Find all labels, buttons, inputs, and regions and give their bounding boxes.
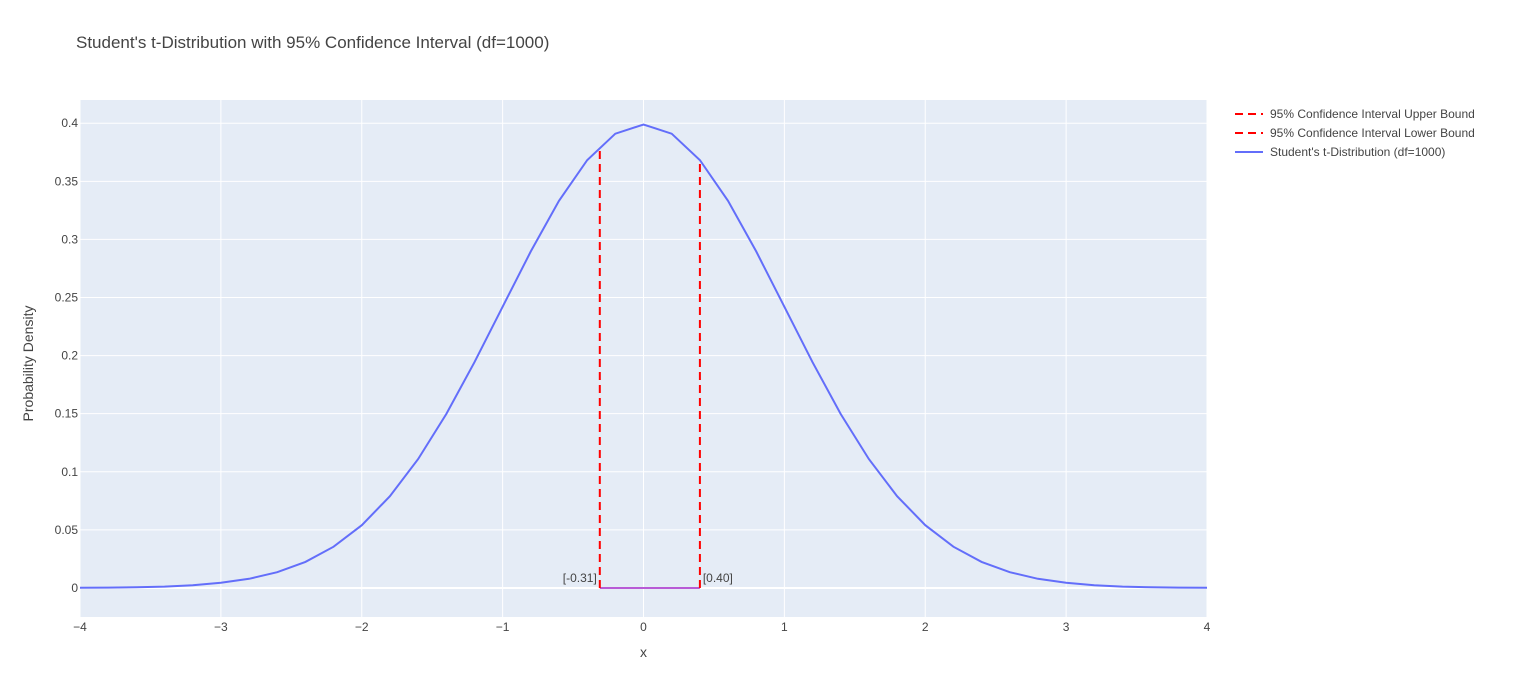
x-tick-label: −2 [355,620,369,634]
tick-labels: −4 −3 −2 −1 0 1 2 3 4 0 0.05 0.1 0.15 0.2 0.25 0.3 0.35 0… [55,116,1211,634]
y-tick-label: 0.35 [55,174,79,188]
legend-item-label: 95% Confidence Interval Lower Bound [1270,126,1475,140]
t-distribution-curve [79,123,1208,589]
legend-item-label: Student's t-Distribution (df=1000) [1270,145,1445,159]
y-tick-label: 0.05 [55,523,79,537]
y-tick-label: 0.3 [61,232,78,246]
x-tick-label: 2 [922,620,929,634]
y-tick-label: 0.4 [61,116,78,130]
gridlines [79,100,1208,617]
y-tick-label: 0 [71,581,78,595]
x-axis-title: x [640,644,647,660]
x-tick-label: −3 [214,620,228,634]
legend[interactable]: 95% Confidence Interval Upper Bound 95% C… [1235,107,1475,159]
x-tick-label: 1 [781,620,788,634]
x-tick-label: 4 [1204,620,1211,634]
chart-title: Student's t-Distribution with 95% Confid… [76,33,550,52]
interval-bound-label: [0.40] [703,571,733,585]
interval-bound-label: [-0.31] [563,571,597,585]
annotations: [-0.31] [0.40] [563,571,733,585]
x-tick-label: −1 [496,620,510,634]
x-tick-label: 0 [640,620,647,634]
y-tick-label: 0.1 [61,465,78,479]
y-axis-title: Probability Density [20,306,36,422]
x-tick-label: 3 [1063,620,1070,634]
data-layer [79,123,1208,589]
x-tick-label: −4 [73,620,87,634]
y-tick-label: 0.15 [55,407,79,421]
y-tick-label: 0.2 [61,349,78,363]
y-tick-label: 0.25 [55,291,79,305]
legend-item-label: 95% Confidence Interval Upper Bound [1270,107,1475,121]
